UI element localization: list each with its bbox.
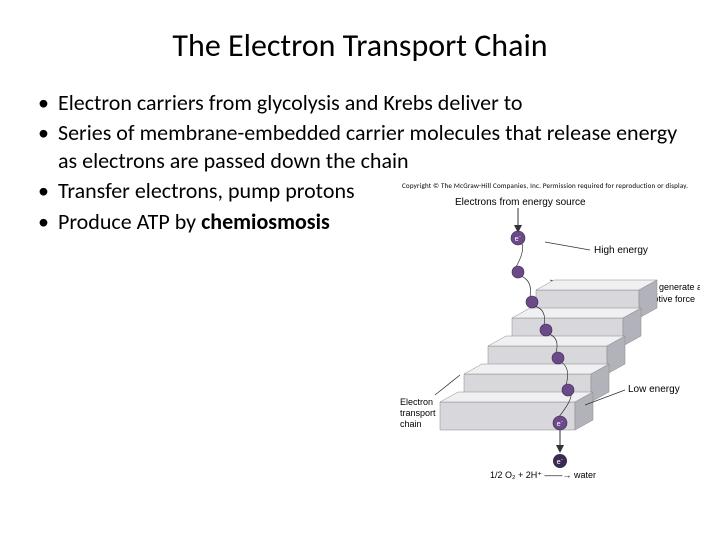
- svg-text:e⁻: e⁻: [515, 234, 522, 244]
- staircase: [440, 280, 657, 430]
- label-high: High energy: [594, 245, 648, 256]
- svg-text:e⁻: e⁻: [557, 419, 564, 429]
- label-top: Electrons from energy source: [455, 197, 586, 208]
- label-water: 1/2 O₂ + 2H⁺ ——→ water: [490, 470, 596, 480]
- label-etc-3: chain: [400, 419, 422, 429]
- label-low: Low energy: [628, 384, 680, 395]
- label-etc-2: transport: [400, 408, 436, 418]
- list-item: Series of membrane-embedded carrier mole…: [38, 119, 690, 175]
- arrow-bottom-head: [556, 445, 564, 453]
- slide: The Electron Transport Chain Electron ca…: [0, 0, 720, 540]
- bullet-text: Series of membrane-embedded carrier mole…: [58, 119, 677, 174]
- bullet-text: Produce ATP by: [58, 208, 201, 235]
- copyright-text: Copyright © The McGraw-Hill Companies, I…: [402, 181, 688, 190]
- list-item: Electron carriers from glycolysis and Kr…: [38, 89, 690, 117]
- etc-diagram: Copyright © The McGraw-Hill Companies, I…: [400, 180, 700, 480]
- bold-term: chemiosmosis: [201, 208, 330, 235]
- page-title: The Electron Transport Chain: [30, 26, 690, 65]
- bullet-text: Transfer electrons, pump protons: [58, 177, 355, 204]
- pointer-high: [545, 242, 590, 250]
- bullet-text: Electron carriers from glycolysis and Kr…: [58, 89, 522, 116]
- label-etc-1: Electron: [400, 397, 433, 407]
- pointer-etc: [435, 375, 460, 395]
- diagram-svg: Copyright © The McGraw-Hill Companies, I…: [400, 180, 700, 480]
- electron-bottom-label: e⁻: [557, 457, 564, 467]
